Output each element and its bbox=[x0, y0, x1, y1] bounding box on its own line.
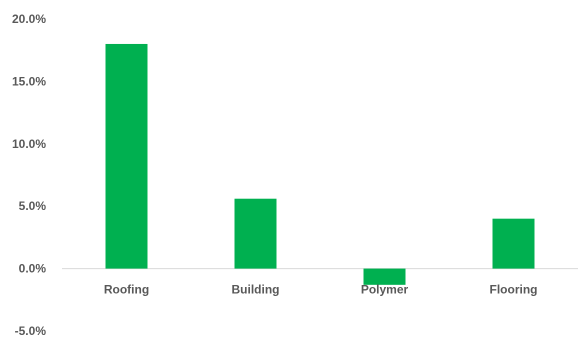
bar-polymer bbox=[363, 268, 406, 285]
x-axis-labels: Roofing Building Polymer Flooring bbox=[104, 283, 538, 297]
bar-flooring bbox=[492, 218, 535, 269]
y-axis-ticks: -5.0% 0.0% 5.0% 10.0% 15.0% 20.0% bbox=[12, 12, 46, 338]
y-tick-label: 10.0% bbox=[12, 137, 46, 151]
y-tick-label: 20.0% bbox=[12, 12, 46, 26]
x-tick-label-roofing: Roofing bbox=[104, 283, 149, 297]
bar-roofing bbox=[105, 43, 148, 269]
y-tick-label: 5.0% bbox=[19, 199, 47, 213]
y-tick-label: 15.0% bbox=[12, 74, 46, 88]
y-tick-label: 0.0% bbox=[19, 262, 47, 276]
x-tick-label-building: Building bbox=[232, 283, 280, 297]
bars bbox=[105, 43, 535, 285]
y-tick-label: -5.0% bbox=[15, 324, 47, 338]
x-tick-label-flooring: Flooring bbox=[490, 283, 538, 297]
bar-building bbox=[234, 198, 277, 269]
x-tick-label-polymer: Polymer bbox=[361, 283, 409, 297]
